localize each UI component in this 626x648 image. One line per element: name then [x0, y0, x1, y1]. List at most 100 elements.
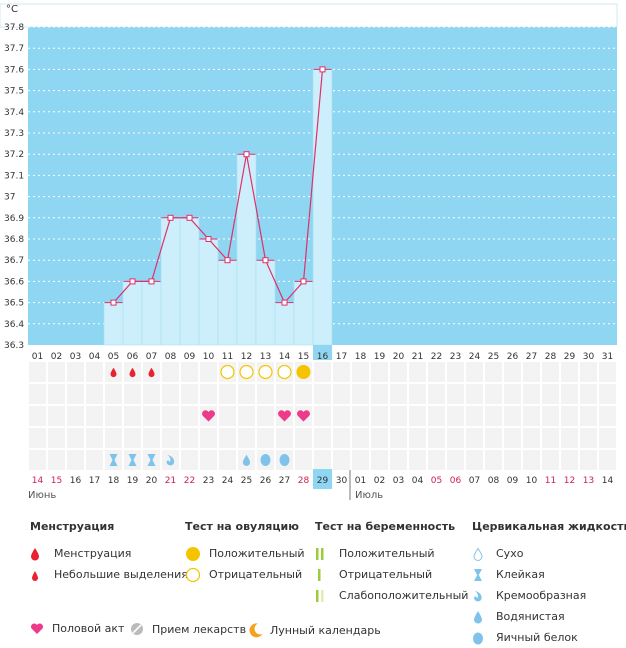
symbol-cell [65, 448, 86, 472]
x-tick-label: 21 [412, 352, 423, 362]
temperature-bar [141, 281, 162, 346]
symbol-cell [274, 426, 295, 450]
x-tick-label: 04 [89, 352, 101, 362]
symbol-cell [141, 404, 162, 428]
symbol-cell [312, 426, 333, 450]
y-tick-label: 37.6 [4, 65, 24, 75]
symbol-cell [521, 404, 542, 428]
date-label: 29 [317, 476, 329, 486]
temperature-bar [293, 281, 314, 346]
legend-item: Яичный белок [472, 627, 626, 648]
x-tick-label: 07 [146, 352, 157, 362]
x-tick-label: 18 [355, 352, 367, 362]
x-tick-label: 27 [526, 352, 537, 362]
symbol-cell [122, 426, 143, 450]
legend-item: Водянистая [472, 606, 626, 627]
intercourse-heart-icon [202, 410, 215, 422]
symbol-cell [198, 426, 219, 450]
symbol-cell [464, 360, 485, 384]
legend-item: Менструация [30, 543, 188, 564]
eggwhite-icon [472, 631, 496, 645]
x-tick-label: 13 [260, 352, 271, 362]
date-label: 20 [146, 476, 158, 486]
date-label: 07 [469, 476, 480, 486]
symbol-cell [483, 360, 504, 384]
date-label: 12 [564, 476, 575, 486]
symbol-cell [293, 448, 314, 472]
symbol-cell [388, 404, 409, 428]
symbol-cell [198, 448, 219, 472]
symbol-cell [84, 426, 105, 450]
x-tick-label: 06 [127, 352, 139, 362]
symbol-cell [407, 360, 428, 384]
cervical-watery-icon [242, 454, 251, 466]
ovulation-negative-icon [258, 364, 273, 380]
y-axis-unit: °C [6, 4, 18, 15]
symbol-cell [597, 382, 618, 406]
symbol-cell [46, 382, 67, 406]
temperature-bar [122, 281, 143, 346]
temperature-point [262, 257, 269, 264]
symbol-cell [502, 382, 523, 406]
symbol-cell [540, 426, 561, 450]
date-label: 06 [450, 476, 462, 486]
legend-misc-intercourse: Половой акт [30, 622, 124, 635]
intercourse-heart-icon [278, 410, 291, 422]
symbol-cell [388, 448, 409, 472]
temperature-point [110, 299, 117, 306]
temperature-point [148, 278, 155, 285]
double-bar-icon [315, 547, 339, 561]
symbol-cell [388, 426, 409, 450]
symbol-cell [331, 360, 352, 384]
legend-ovulation-title: Тест на овуляцию [185, 520, 299, 533]
symbol-cell [483, 404, 504, 428]
symbol-cell [255, 382, 276, 406]
legend-label: Положительный [209, 547, 305, 560]
symbol-cell [217, 382, 238, 406]
y-tick-label: 37.2 [4, 150, 24, 160]
symbol-cell [84, 382, 105, 406]
symbol-cell [578, 382, 599, 406]
x-tick-label: 16 [317, 352, 329, 362]
moon-icon [248, 622, 270, 638]
x-tick-label: 22 [431, 352, 442, 362]
symbol-cell [160, 382, 181, 406]
symbol-cell [179, 426, 200, 450]
x-tick-label: 14 [279, 352, 291, 362]
date-label: 15 [51, 476, 62, 486]
single-bar-icon [315, 568, 339, 582]
temperature-point [129, 278, 136, 285]
symbol-cell [502, 448, 523, 472]
date-label: 23 [203, 476, 214, 486]
symbol-cell [236, 382, 257, 406]
symbol-cell [350, 426, 371, 450]
date-label: 05 [431, 476, 442, 486]
symbol-cell [445, 426, 466, 450]
symbol-cell [293, 382, 314, 406]
legend-label: Отрицательный [209, 568, 303, 581]
temperature-bar [255, 259, 276, 346]
date-label: 26 [260, 476, 272, 486]
symbol-cell [160, 404, 181, 428]
legend-item: Кремообразная [472, 585, 626, 606]
date-label: 10 [526, 476, 538, 486]
temperature-bar [217, 259, 238, 346]
ovulation-positive-icon [296, 365, 311, 379]
date-label: 22 [184, 476, 195, 486]
symbol-cell [559, 426, 580, 450]
date-label: 30 [336, 476, 348, 486]
watery-icon [472, 610, 496, 624]
symbol-cell [179, 360, 200, 384]
legend-misc-moon: Лунный календарь [248, 622, 381, 638]
symbol-cell [369, 382, 390, 406]
symbol-cell [502, 360, 523, 384]
symbol-cell [597, 404, 618, 428]
date-label: 08 [488, 476, 500, 486]
symbol-cell [65, 382, 86, 406]
x-tick-label: 30 [583, 352, 595, 362]
temperature-bar [198, 238, 219, 346]
symbol-cell [293, 426, 314, 450]
y-tick-label: 36.8 [4, 235, 24, 245]
temperature-point [300, 278, 307, 285]
temperature-bar [179, 217, 200, 346]
